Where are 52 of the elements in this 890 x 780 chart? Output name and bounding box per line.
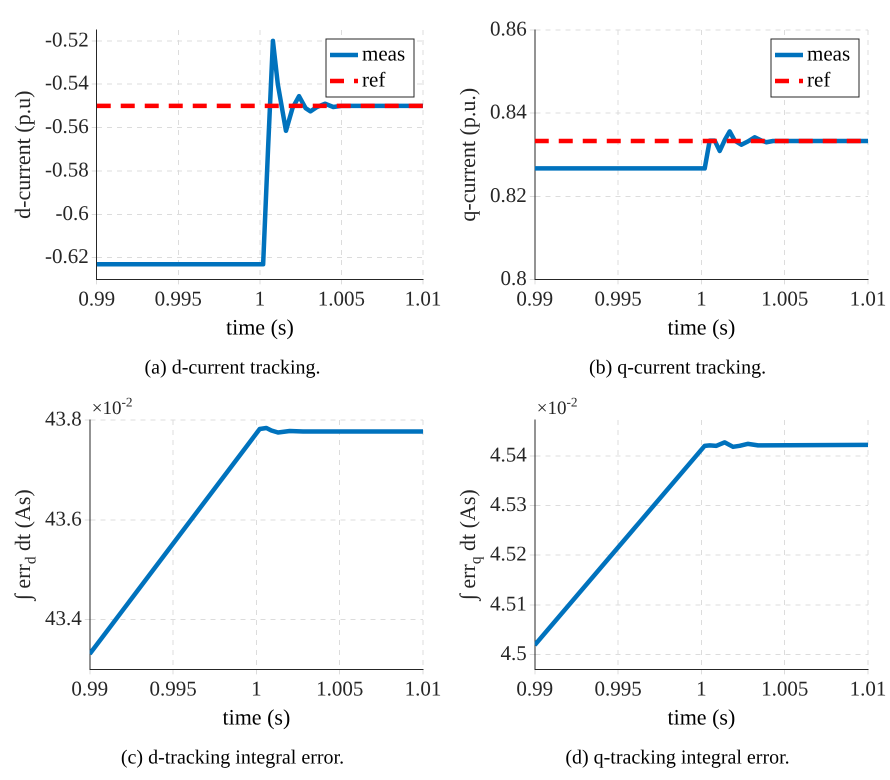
x-tick-label: 1.01 xyxy=(404,286,442,311)
x-tick-label: 0.99 xyxy=(71,676,108,701)
legend-label: ref xyxy=(807,68,830,92)
y-tick-label: -0.6 xyxy=(55,200,89,225)
legend-label: ref xyxy=(362,68,386,92)
y-tick-label: 0.86 xyxy=(490,16,527,41)
y-axis-title: d-current (p.u) xyxy=(10,90,35,219)
y-tick-label: 4.54 xyxy=(490,442,528,466)
x-axis-title: time (s) xyxy=(667,704,736,730)
y-tick-label: 43.4 xyxy=(45,606,82,630)
text: (d) q-tracking integral error. xyxy=(565,746,790,768)
x-tick-label: 0.99 xyxy=(516,676,554,701)
x-tick-label: 1.005 xyxy=(761,286,808,311)
y-tick-label: 0.84 xyxy=(490,100,528,124)
text: (a) d-current tracking. xyxy=(144,356,321,378)
x-tick-label: 0.99 xyxy=(78,286,116,311)
y-tick-label: 4.52 xyxy=(490,542,527,566)
legend-label: meas xyxy=(807,42,850,66)
x-tick-label: 1 xyxy=(696,286,707,311)
x-axis-title: time (s) xyxy=(222,704,290,730)
x-tick-label: 0.995 xyxy=(154,286,202,311)
x-axis-title: time (s) xyxy=(667,314,736,340)
y-tick-label: -0.56 xyxy=(44,114,89,138)
x-tick-label: 1 xyxy=(254,286,266,311)
text: (b) q-current tracking. xyxy=(588,356,766,378)
x-axis-title: time (s) xyxy=(226,314,294,340)
x-tick-label: 0.995 xyxy=(149,676,197,701)
x-tick-label: 1.01 xyxy=(850,676,886,701)
y-axis-title: q-current (p.u.) xyxy=(455,88,480,222)
y-axis-title: ∫ errq dt (As) xyxy=(455,489,484,602)
x-tick-label: 1.005 xyxy=(761,676,808,701)
x-tick-label: 1.01 xyxy=(850,286,886,311)
y-tick-label: 43.8 xyxy=(45,406,82,431)
text: (c) d-tracking integral error. xyxy=(120,746,344,768)
y-tick-label: 0.82 xyxy=(490,182,527,207)
x-tick-label: 1.005 xyxy=(318,286,366,311)
y-tick-label: -0.54 xyxy=(44,70,90,95)
x-tick-label: 1 xyxy=(251,676,262,701)
x-tick-label: 0.995 xyxy=(594,286,642,311)
legend-label: meas xyxy=(362,42,406,66)
x-tick-label: 1.01 xyxy=(404,676,442,701)
y-tick-label: 4.53 xyxy=(490,492,527,516)
x-tick-label: 0.995 xyxy=(594,676,642,701)
y-tick-label: -0.52 xyxy=(44,27,89,52)
y-axis-title: ∫ errd dt (As) xyxy=(10,489,40,602)
y-tick-label: 4.51 xyxy=(490,591,527,616)
x-tick-label: 1.005 xyxy=(316,676,364,701)
y-tick-label: -0.62 xyxy=(44,244,89,268)
y-tick-label: -0.58 xyxy=(44,157,89,182)
y-tick-label: 4.5 xyxy=(500,641,527,666)
x-tick-label: 1 xyxy=(696,676,707,701)
y-tick-label: 43.6 xyxy=(45,506,82,530)
